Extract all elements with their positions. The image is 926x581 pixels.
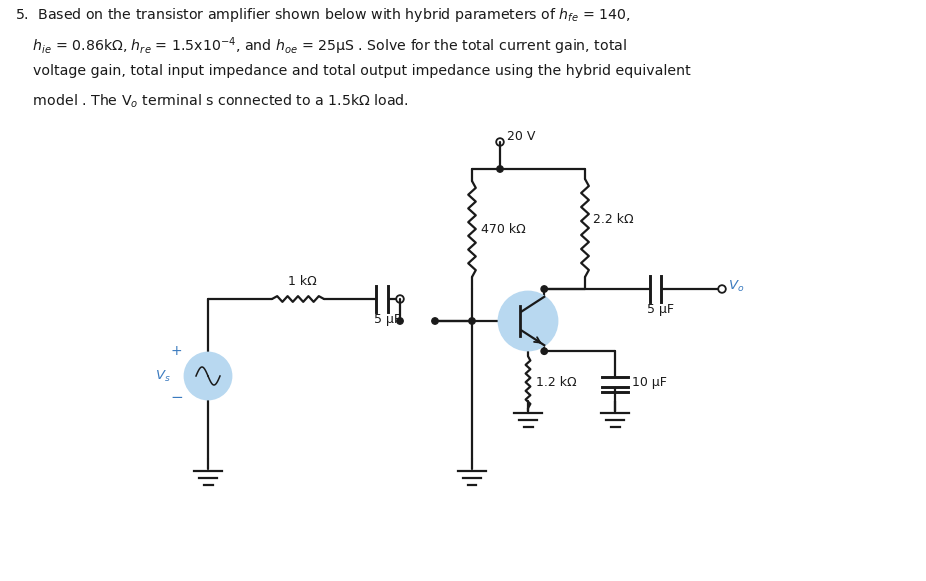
Circle shape (497, 166, 503, 172)
Circle shape (498, 292, 557, 350)
Text: 10 μF: 10 μF (632, 376, 667, 389)
Text: +: + (170, 344, 182, 358)
Text: −: − (170, 390, 182, 406)
Circle shape (469, 318, 475, 324)
Text: voltage gain, total input impedance and total output impedance using the hybrid : voltage gain, total input impedance and … (15, 64, 691, 78)
Circle shape (432, 318, 438, 324)
Circle shape (397, 318, 403, 324)
Text: $V_s$: $V_s$ (155, 368, 170, 383)
Text: model . The V$_o$ terminal s connected to a 1.5kΩ load.: model . The V$_o$ terminal s connected t… (15, 93, 409, 110)
Text: 20 V: 20 V (507, 130, 535, 142)
Text: 470 kΩ: 470 kΩ (481, 223, 526, 235)
Text: 1 kΩ: 1 kΩ (288, 274, 317, 288)
Text: 1.2 kΩ: 1.2 kΩ (536, 376, 577, 389)
Text: $V_o$: $V_o$ (728, 278, 745, 293)
Circle shape (541, 348, 547, 354)
Text: 5 μF: 5 μF (647, 303, 674, 315)
Text: 2.2 kΩ: 2.2 kΩ (593, 213, 633, 225)
Text: $h_{ie}$ = 0.86kΩ, $h_{re}$ = 1.5x10$^{-4}$, and $h_{oe}$ = 25μS . Solve for the: $h_{ie}$ = 0.86kΩ, $h_{re}$ = 1.5x10$^{-… (15, 35, 627, 56)
Text: 5.  Based on the transistor amplifier shown below with hybrid parameters of $h_{: 5. Based on the transistor amplifier sho… (15, 6, 631, 24)
Text: 5 μF: 5 μF (374, 313, 401, 325)
Circle shape (184, 353, 232, 400)
Circle shape (541, 286, 547, 292)
